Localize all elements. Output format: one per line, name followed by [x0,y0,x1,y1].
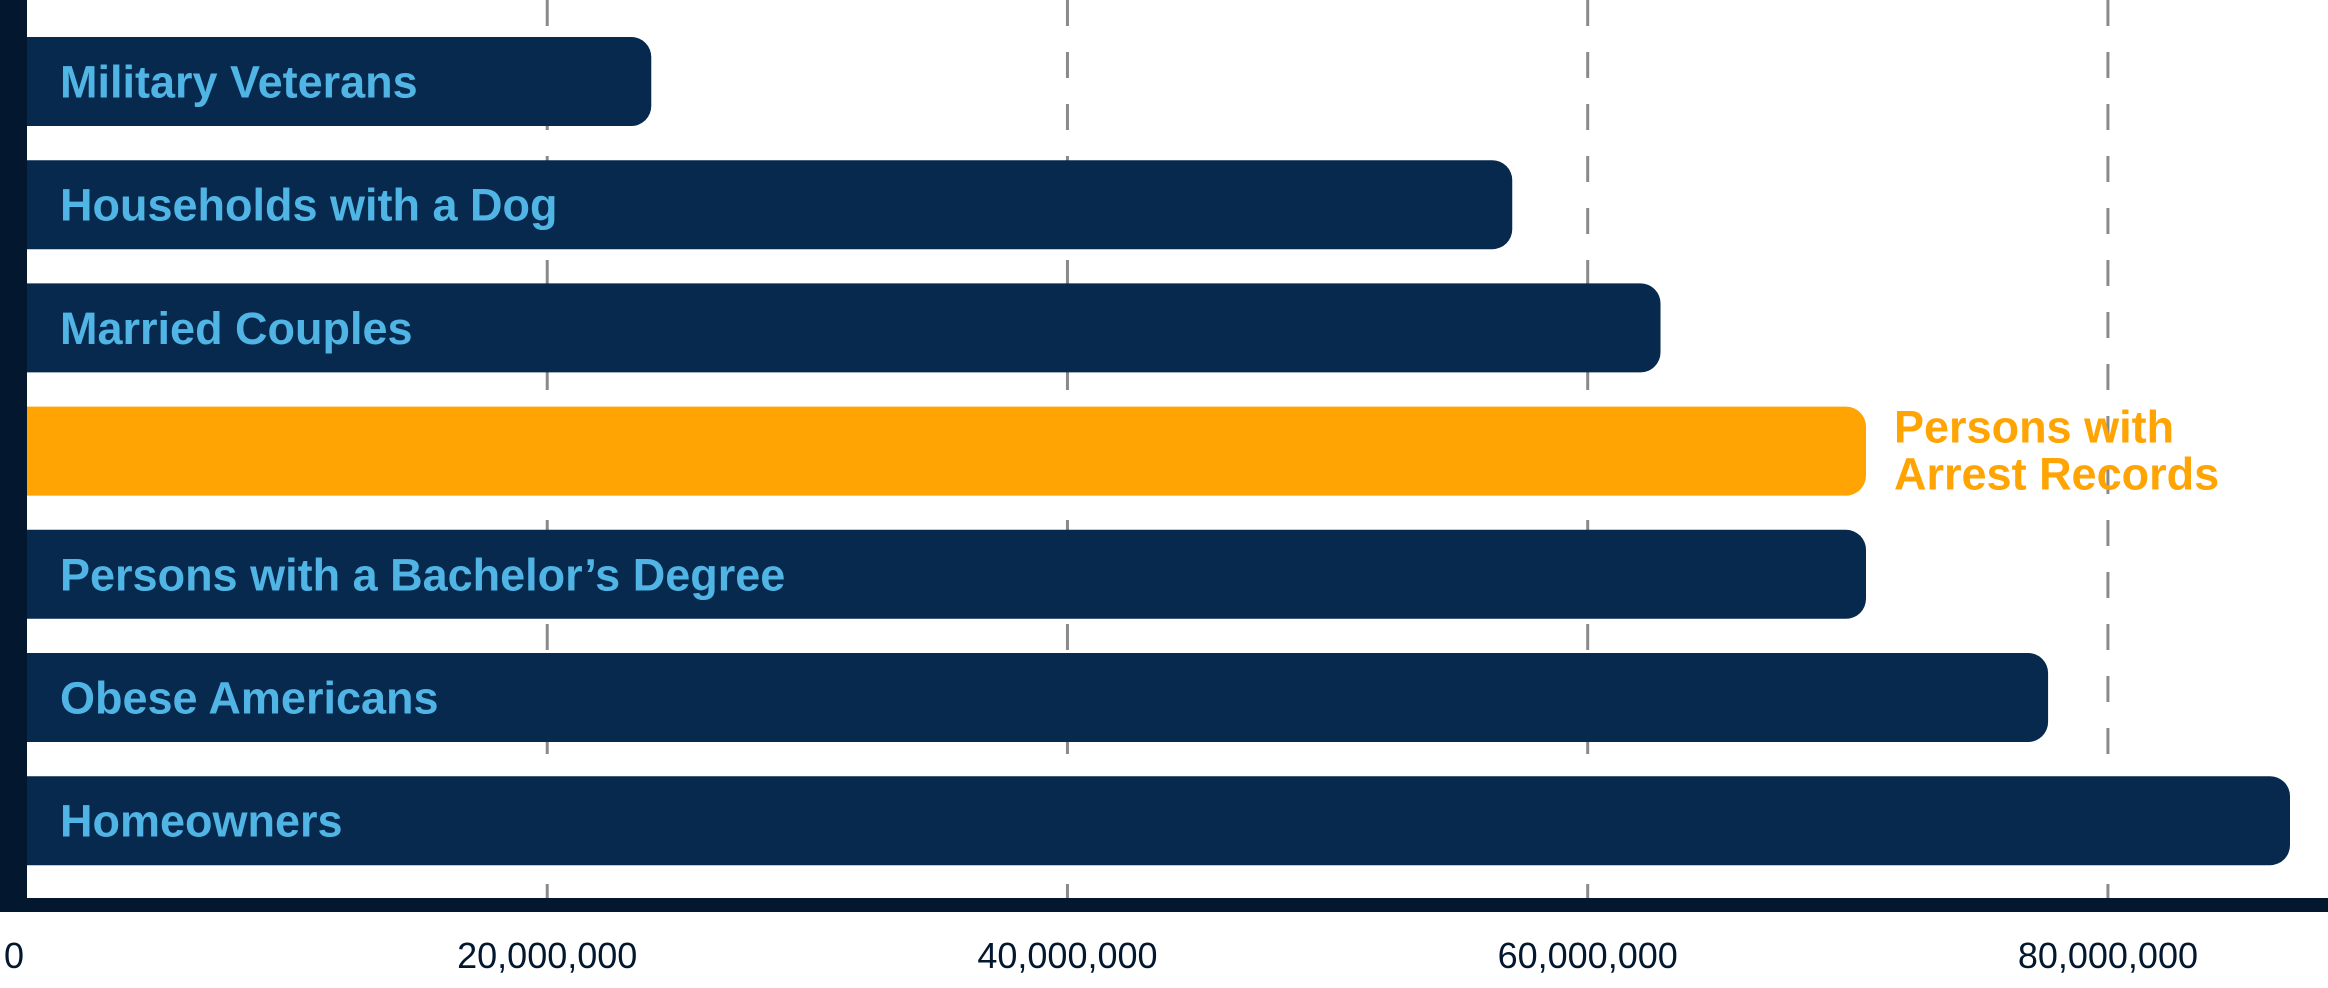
bar-4 [7,529,1867,619]
bar-3 [7,406,1867,496]
x-axis-line [0,898,2328,912]
bars [7,37,2290,866]
bar-6 [7,776,2290,866]
bar-5 [7,653,2049,742]
x-tick-labels: 0 20,000,000 40,000,000 60,000,000 80,000,00… [4,935,2198,976]
x-tick-label-0: 0 [4,935,24,976]
bar-label-2: Married Couples [60,303,413,354]
x-tick-label-2: 40,000,000 [977,935,1157,976]
bar-label-4: Persons with a Bachelor’s Degree [60,549,785,600]
x-tick-label-4: 80,000,000 [2018,935,2198,976]
bar-2 [7,283,1661,373]
bar-label-5: Obese Americans [60,673,439,724]
x-tick-label-3: 60,000,000 [1498,935,1678,976]
y-axis-line [0,0,27,912]
bar-label-3: Persons with Arrest Records [1894,402,2219,500]
bar-labels: Military Veterans Households with a Dog Ma… [60,57,2219,847]
bar-label-6: Homeowners [60,796,343,847]
gridlines [545,0,2110,898]
bar-1 [7,160,1513,250]
x-tick-label-1: 20,000,000 [457,935,637,976]
bar-label-0: Military Veterans [60,57,418,108]
bar-0 [7,37,652,126]
bar-label-1: Households with a Dog [60,180,558,231]
